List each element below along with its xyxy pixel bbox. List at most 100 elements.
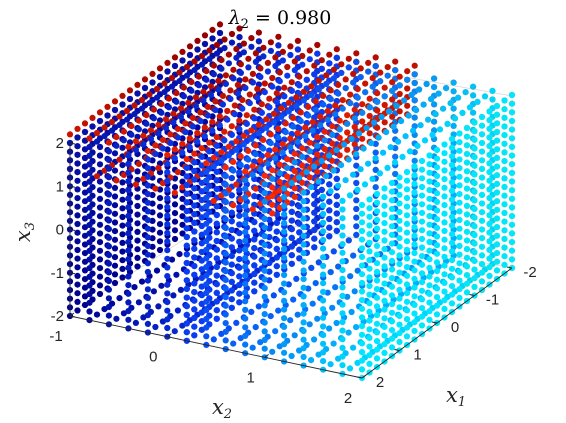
data-point (433, 155, 441, 162)
data-point (228, 30, 236, 38)
x2-tick-mark (361, 374, 367, 379)
data-point (314, 151, 321, 158)
data-point (152, 185, 159, 192)
data-point (433, 302, 441, 309)
data-point (206, 56, 213, 63)
data-point (381, 202, 388, 209)
data-point (335, 90, 342, 97)
x3-tick-label: 1 (56, 178, 64, 195)
data-point (125, 152, 132, 159)
data-point (284, 173, 291, 180)
data-point (245, 147, 252, 154)
data-point (281, 297, 288, 304)
data-point (191, 185, 198, 192)
data-point (183, 72, 191, 79)
data-point (436, 126, 444, 133)
data-point (411, 319, 418, 326)
data-point (156, 65, 164, 72)
data-point (242, 315, 249, 322)
data-point (374, 124, 381, 131)
data-point (164, 307, 171, 314)
data-point (86, 265, 93, 272)
data-point (86, 308, 93, 315)
data-point (267, 39, 274, 46)
data-point (261, 207, 268, 214)
data-point (134, 81, 141, 88)
data-point (149, 226, 156, 233)
data-point (170, 119, 177, 126)
data-point (158, 282, 165, 289)
data-point (381, 315, 388, 322)
x1-tick-mark (469, 294, 475, 296)
data-point (373, 286, 381, 293)
data-point (448, 187, 456, 194)
data-point (358, 219, 366, 226)
data-point (411, 275, 418, 282)
data-point (303, 168, 310, 176)
data-point (359, 101, 366, 108)
data-point (288, 252, 295, 259)
data-point (501, 106, 508, 113)
data-point (281, 84, 288, 91)
data-point (426, 247, 433, 254)
data-point (251, 236, 258, 243)
data-point (233, 319, 240, 326)
data-point (339, 223, 346, 230)
data-point (396, 217, 403, 224)
data-point (203, 168, 210, 175)
data-point (183, 242, 190, 249)
data-point (254, 85, 261, 93)
data-point (404, 102, 411, 109)
data-point (411, 310, 418, 317)
data-point (306, 156, 313, 164)
data-point (89, 114, 96, 121)
data-point (306, 56, 313, 63)
data-point (152, 150, 159, 158)
data-point (448, 196, 456, 203)
data-point (306, 148, 313, 155)
data-point (384, 64, 391, 71)
data-point (93, 311, 101, 318)
data-point (441, 193, 448, 200)
data-point (294, 138, 301, 145)
data-point (493, 172, 501, 179)
data-point (149, 243, 156, 250)
data-point (245, 55, 252, 62)
data-point (380, 149, 387, 156)
data-point (463, 194, 471, 201)
data-point (403, 307, 411, 314)
data-point (493, 198, 501, 205)
data-point (508, 239, 516, 246)
data-point (321, 145, 328, 153)
data-point (501, 209, 508, 217)
data-point (191, 254, 198, 261)
data-point (74, 238, 81, 245)
data-point (203, 298, 210, 305)
data-point (74, 264, 81, 271)
data-point (242, 341, 249, 348)
data-point (183, 233, 190, 241)
data-point (418, 305, 426, 312)
data-point (466, 104, 474, 111)
data-point (183, 182, 190, 189)
data-point (314, 142, 321, 149)
data-point (182, 128, 189, 136)
data-point (134, 228, 141, 235)
data-point (478, 269, 486, 276)
data-point (359, 135, 366, 142)
data-point (318, 186, 325, 193)
data-point (269, 167, 276, 174)
data-point (218, 65, 225, 72)
data-point (275, 125, 282, 132)
data-point (357, 166, 364, 173)
data-point (164, 221, 171, 228)
data-point (86, 239, 93, 246)
data-point (179, 230, 186, 237)
data-point (486, 177, 493, 184)
data-point (183, 216, 190, 223)
x3-tick-mark (69, 315, 76, 318)
data-points (66, 21, 516, 382)
data-point (183, 208, 190, 215)
data-point (213, 281, 220, 288)
